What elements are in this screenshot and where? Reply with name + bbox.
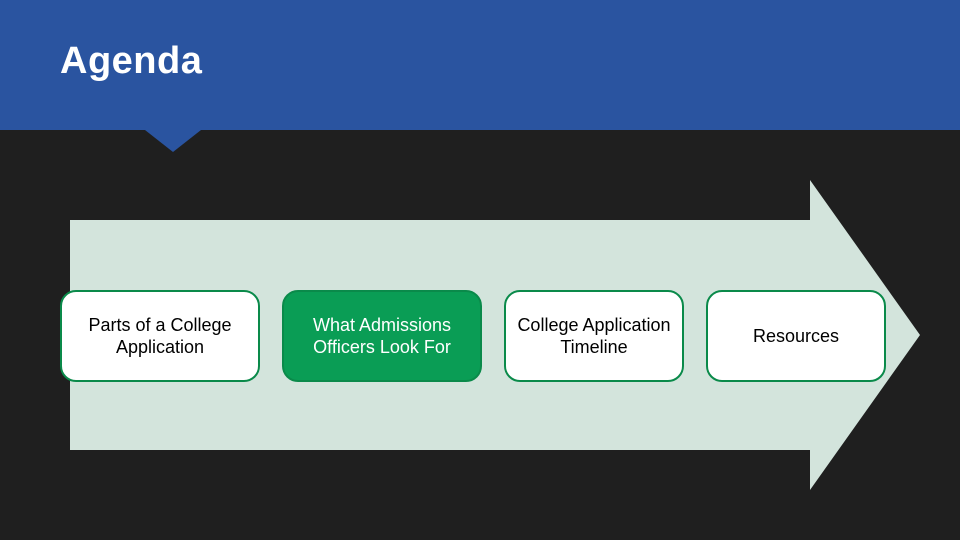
agenda-card-3: College Application Timeline <box>504 290 684 382</box>
agenda-card-label: What Admissions Officers Look For <box>294 314 470 359</box>
agenda-card-4: Resources <box>706 290 886 382</box>
agenda-card-label: College Application Timeline <box>516 314 672 359</box>
agenda-card-1: Parts of a College Application <box>60 290 260 382</box>
slide-title: Agenda <box>60 40 960 83</box>
agenda-card-2: What Admissions Officers Look For <box>282 290 482 382</box>
slide-content: Parts of a College Application What Admi… <box>0 130 960 540</box>
agenda-card-label: Parts of a College Application <box>72 314 248 359</box>
slide-header: Agenda <box>0 0 960 130</box>
agenda-card-label: Resources <box>753 325 839 348</box>
agenda-cards: Parts of a College Application What Admi… <box>60 290 900 382</box>
